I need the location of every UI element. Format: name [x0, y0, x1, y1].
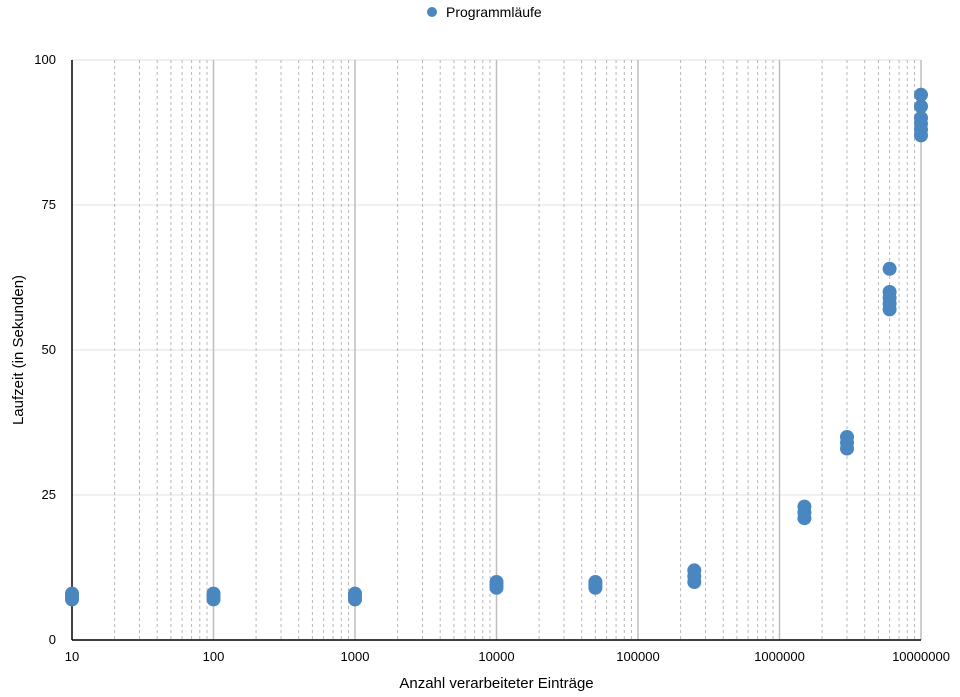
data-point[interactable]: [882, 285, 897, 299]
x-tick-label: 10000000: [892, 649, 950, 664]
data-point[interactable]: [348, 586, 362, 601]
data-point[interactable]: [914, 99, 928, 114]
data-point[interactable]: [206, 586, 221, 601]
x-tick-label: 1000: [341, 649, 370, 664]
x-tick-label: 100: [203, 649, 225, 664]
y-axis-title: Laufzeit (in Sekunden): [10, 275, 27, 425]
axes: [71, 60, 921, 641]
grid: [72, 59, 922, 640]
data-point[interactable]: [588, 575, 603, 589]
legend-marker: [427, 7, 437, 17]
y-tick-label: 0: [49, 632, 56, 647]
y-tick-labels: 0 25 50 75 100: [34, 52, 56, 647]
data-point[interactable]: [914, 87, 928, 102]
y-tick-label: 100: [34, 52, 56, 67]
data-point[interactable]: [914, 111, 928, 125]
x-tick-label: 10: [65, 649, 79, 664]
legend-label: Programmläufe: [446, 4, 542, 20]
data-point[interactable]: [797, 499, 812, 514]
y-tick-label: 25: [42, 487, 56, 502]
y-tick-label: 50: [42, 342, 56, 357]
data-point[interactable]: [840, 430, 855, 444]
x-tick-labels: 10 100 1000 10000 100000 1000000 10000000: [65, 649, 950, 664]
x-tick-label: 1000000: [754, 649, 805, 664]
data-point[interactable]: [65, 586, 79, 601]
data-point[interactable]: [489, 575, 504, 589]
data-point[interactable]: [687, 563, 702, 578]
x-axis-title: Anzahl verarbeiteter Einträge: [399, 675, 593, 692]
data-point[interactable]: [882, 261, 897, 276]
x-tick-label: 10000: [478, 649, 514, 664]
legend[interactable]: Programmläufe: [427, 4, 542, 20]
data-points: [65, 87, 928, 607]
y-tick-label: 75: [42, 197, 56, 212]
x-tick-label: 100000: [616, 649, 659, 664]
